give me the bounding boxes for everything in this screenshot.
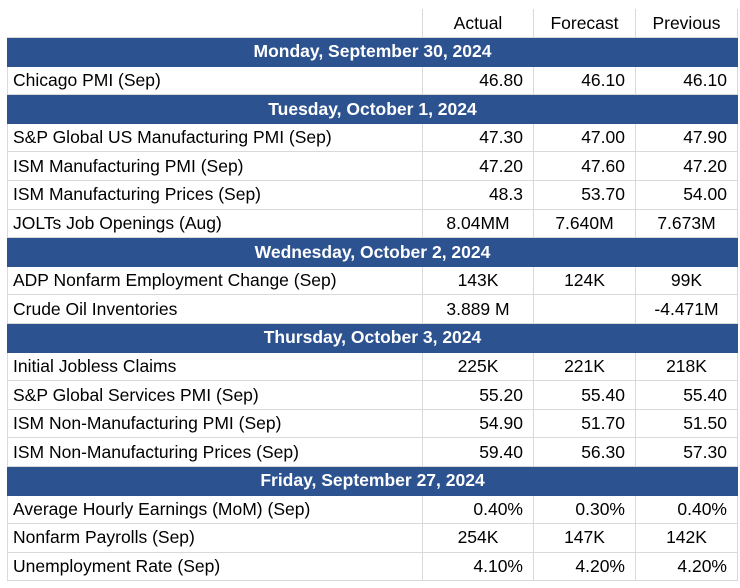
actual-value-cell: 8.04MM [422,208,534,239]
table-row: S&P Global US Manufacturing PMI (Sep) 47.… [7,122,738,153]
actual-value-cell: 143K [422,265,534,296]
table-row: Crude Oil Inventories 3.889 M -4.471M [7,294,738,325]
forecast-value-cell: 7.640M [533,208,636,239]
table-row: Unemployment Rate (Sep) 4.10% 4.20% 4.20% [7,551,738,582]
forecast-value-cell: 46.10 [533,65,636,96]
table-row: Nonfarm Payrolls (Sep) 254K 147K 142K [7,523,738,553]
forecast-value-cell [533,294,636,325]
table-row: ISM Non-Manufacturing Prices (Sep) 59.40 5… [7,437,738,467]
table-row: Chicago PMI (Sep) 46.80 46.10 46.10 [7,65,738,96]
forecast-value-cell: 51.70 [533,408,636,439]
forecast-value-cell: 4.20% [533,551,636,582]
forecast-value-cell: 221K [533,351,636,382]
previous-value-cell: -4.471M [635,294,738,325]
previous-value-cell: 142K [635,523,738,553]
date-header-row: Wednesday, October 2, 2024 [7,237,738,267]
previous-value-cell: 99K [635,265,738,296]
actual-value-cell: 48.3 [422,180,534,210]
forecast-value-cell: 55.40 [533,380,636,410]
header-blank-cell [7,9,423,39]
table-row: S&P Global Services PMI (Sep) 55.20 55.40 5… [7,380,738,410]
previous-value-cell: 55.40 [635,380,738,410]
indicator-name-cell: ADP Nonfarm Employment Change (Sep) [7,265,423,296]
forecast-value-cell: 124K [533,265,636,296]
forecast-value-cell: 47.00 [533,122,636,153]
indicator-name-cell: ISM Non-Manufacturing Prices (Sep) [7,437,423,467]
previous-value-cell: 57.30 [635,437,738,467]
indicator-name-cell: Initial Jobless Claims [7,351,423,382]
previous-value-cell: 4.20% [635,551,738,582]
column-header-previous: Previous [635,9,738,39]
previous-value-cell: 7.673M [635,208,738,239]
economic-calendar: Actual Forecast Previous Monday, Septemb… [7,9,738,582]
table-row: ISM Manufacturing PMI (Sep) 47.20 47.60 47.… [7,151,738,182]
previous-value-cell: 0.40% [635,494,738,525]
column-header-row: Actual Forecast Previous [7,9,738,39]
date-header-row: Monday, September 30, 2024 [7,37,738,67]
indicator-name-cell: S&P Global US Manufacturing PMI (Sep) [7,122,423,153]
indicator-name-cell: ISM Manufacturing Prices (Sep) [7,180,423,210]
indicator-name-cell: JOLTs Job Openings (Aug) [7,208,423,239]
economic-calendar-table: Actual Forecast Previous Monday, Septemb… [7,9,738,582]
actual-value-cell: 225K [422,351,534,382]
indicator-name-cell: ISM Non-Manufacturing PMI (Sep) [7,408,423,439]
indicator-name-cell: ISM Manufacturing PMI (Sep) [7,151,423,182]
forecast-value-cell: 56.30 [533,437,636,467]
table-row: Initial Jobless Claims 225K 221K 218K [7,351,738,382]
table-row: ADP Nonfarm Employment Change (Sep) 143K 1… [7,265,738,296]
actual-value-cell: 46.80 [422,65,534,96]
previous-value-cell: 47.20 [635,151,738,182]
indicator-name-cell: S&P Global Services PMI (Sep) [7,380,423,410]
indicator-name-cell: Crude Oil Inventories [7,294,423,325]
date-header: Monday, September 30, 2024 [7,37,738,67]
previous-value-cell: 47.90 [635,122,738,153]
date-header: Tuesday, October 1, 2024 [7,94,738,124]
indicator-name-cell: Nonfarm Payrolls (Sep) [7,523,423,553]
table-row: JOLTs Job Openings (Aug) 8.04MM 7.640M 7.67… [7,208,738,239]
forecast-value-cell: 147K [533,523,636,553]
actual-value-cell: 4.10% [422,551,534,582]
date-header-row: Tuesday, October 1, 2024 [7,94,738,124]
actual-value-cell: 47.30 [422,122,534,153]
table-row: Average Hourly Earnings (MoM) (Sep) 0.40%… [7,494,738,525]
previous-value-cell: 51.50 [635,408,738,439]
indicator-name-cell: Chicago PMI (Sep) [7,65,423,96]
table-row: ISM Manufacturing Prices (Sep) 48.3 53.70 5… [7,180,738,210]
column-header-actual: Actual [422,9,534,39]
date-header: Friday, September 27, 2024 [7,466,738,496]
actual-value-cell: 59.40 [422,437,534,467]
date-header-row: Thursday, October 3, 2024 [7,323,738,353]
table-row: ISM Non-Manufacturing PMI (Sep) 54.90 51.7… [7,408,738,439]
date-header-row: Friday, September 27, 2024 [7,466,738,496]
forecast-value-cell: 53.70 [533,180,636,210]
previous-value-cell: 218K [635,351,738,382]
date-header: Wednesday, October 2, 2024 [7,237,738,267]
forecast-value-cell: 47.60 [533,151,636,182]
actual-value-cell: 54.90 [422,408,534,439]
previous-value-cell: 46.10 [635,65,738,96]
indicator-name-cell: Average Hourly Earnings (MoM) (Sep) [7,494,423,525]
indicator-name-cell: Unemployment Rate (Sep) [7,551,423,582]
actual-value-cell: 47.20 [422,151,534,182]
column-header-forecast: Forecast [533,9,636,39]
date-header: Thursday, October 3, 2024 [7,323,738,353]
actual-value-cell: 55.20 [422,380,534,410]
forecast-value-cell: 0.30% [533,494,636,525]
actual-value-cell: 3.889 M [422,294,534,325]
actual-value-cell: 0.40% [422,494,534,525]
table-body: Actual Forecast Previous Monday, Septemb… [7,9,738,582]
previous-value-cell: 54.00 [635,180,738,210]
actual-value-cell: 254K [422,523,534,553]
